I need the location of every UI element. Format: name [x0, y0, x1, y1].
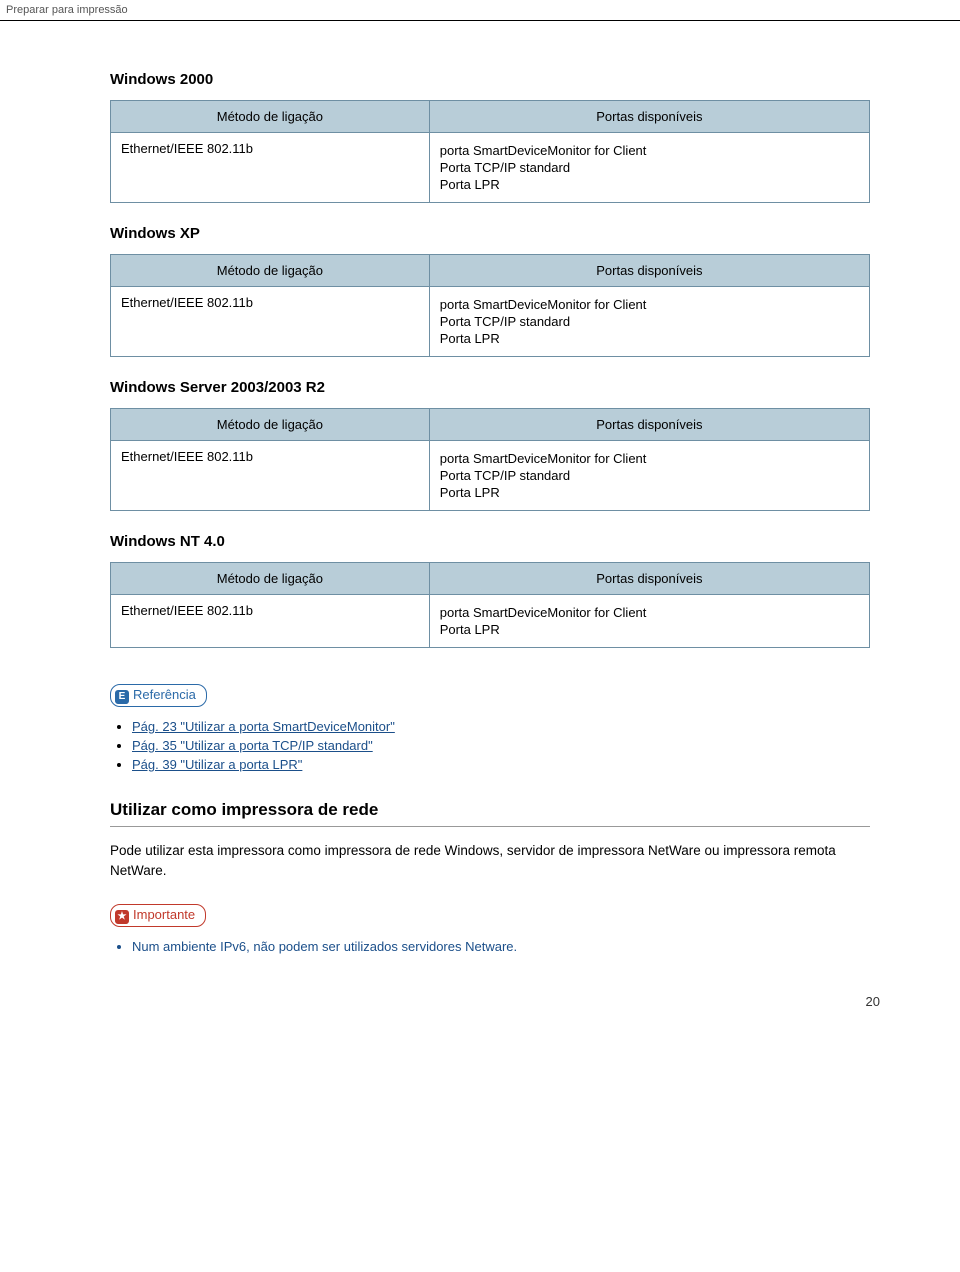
list-item: Pág. 35 "Utilizar a porta TCP/IP standar… [132, 738, 870, 753]
network-paragraph: Pode utilizar esta impressora como impre… [110, 841, 870, 882]
ports-table: Método de ligação Portas disponíveis Eth… [110, 408, 870, 511]
col-ports: Portas disponíveis [429, 101, 869, 133]
list-item: Pág. 23 "Utilizar a porta SmartDeviceMon… [132, 719, 870, 734]
cell-ports: porta SmartDeviceMonitor for Client Port… [429, 595, 869, 648]
col-ports: Portas disponíveis [429, 409, 869, 441]
cell-method: Ethernet/IEEE 802.11b [111, 595, 430, 648]
section-title: Windows NT 4.0 [110, 533, 870, 550]
section-windows-xp: Windows XP Método de ligação Portas disp… [110, 225, 870, 357]
port-line: Porta LPR [440, 622, 859, 637]
port-line: Porta TCP/IP standard [440, 468, 859, 483]
important-icon: ★ [115, 910, 129, 924]
important-badge: ★ Importante [110, 904, 206, 927]
port-line: porta SmartDeviceMonitor for Client [440, 297, 859, 312]
port-line: Porta LPR [440, 177, 859, 192]
cell-ports: porta SmartDeviceMonitor for Client Port… [429, 441, 869, 511]
port-line: Porta LPR [440, 485, 859, 500]
reference-label: Referência [133, 687, 196, 702]
ref-link[interactable]: Pág. 23 "Utilizar a porta SmartDeviceMon… [132, 719, 395, 734]
port-line: Porta TCP/IP standard [440, 160, 859, 175]
network-heading: Utilizar como impressora de rede [110, 800, 870, 827]
port-line: porta SmartDeviceMonitor for Client [440, 605, 859, 620]
ports-table: Método de ligação Portas disponíveis Eth… [110, 100, 870, 203]
section-title: Windows Server 2003/2003 R2 [110, 379, 870, 396]
list-item: Pág. 39 "Utilizar a porta LPR" [132, 757, 870, 772]
port-line: porta SmartDeviceMonitor for Client [440, 451, 859, 466]
reference-icon: E [115, 690, 129, 704]
section-windows-nt: Windows NT 4.0 Método de ligação Portas … [110, 533, 870, 648]
cell-method: Ethernet/IEEE 802.11b [111, 441, 430, 511]
important-label: Importante [133, 907, 195, 922]
reference-badge: E Referência [110, 684, 207, 707]
section-title: Windows XP [110, 225, 870, 242]
ports-table: Método de ligação Portas disponíveis Eth… [110, 254, 870, 357]
cell-ports: porta SmartDeviceMonitor for Client Port… [429, 287, 869, 357]
col-method: Método de ligação [111, 101, 430, 133]
ref-link[interactable]: Pág. 35 "Utilizar a porta TCP/IP standar… [132, 738, 373, 753]
port-line: Porta TCP/IP standard [440, 314, 859, 329]
section-title: Windows 2000 [110, 71, 870, 88]
section-windows-server: Windows Server 2003/2003 R2 Método de li… [110, 379, 870, 511]
cell-method: Ethernet/IEEE 802.11b [111, 287, 430, 357]
col-method: Método de ligação [111, 255, 430, 287]
main-content: Windows 2000 Método de ligação Portas di… [0, 71, 960, 954]
important-note-list: Num ambiente IPv6, não podem ser utiliza… [132, 939, 870, 954]
cell-method: Ethernet/IEEE 802.11b [111, 133, 430, 203]
port-line: Porta LPR [440, 331, 859, 346]
col-ports: Portas disponíveis [429, 255, 869, 287]
ref-link[interactable]: Pág. 39 "Utilizar a porta LPR" [132, 757, 302, 772]
col-method: Método de ligação [111, 563, 430, 595]
page-header: Preparar para impressão [0, 0, 960, 21]
important-note: Num ambiente IPv6, não podem ser utiliza… [132, 939, 870, 954]
ports-table: Método de ligação Portas disponíveis Eth… [110, 562, 870, 648]
col-method: Método de ligação [111, 409, 430, 441]
page-number: 20 [0, 964, 960, 1009]
port-line: porta SmartDeviceMonitor for Client [440, 143, 859, 158]
reference-list: Pág. 23 "Utilizar a porta SmartDeviceMon… [132, 719, 870, 772]
cell-ports: porta SmartDeviceMonitor for Client Port… [429, 133, 869, 203]
section-windows-2000: Windows 2000 Método de ligação Portas di… [110, 71, 870, 203]
col-ports: Portas disponíveis [429, 563, 869, 595]
